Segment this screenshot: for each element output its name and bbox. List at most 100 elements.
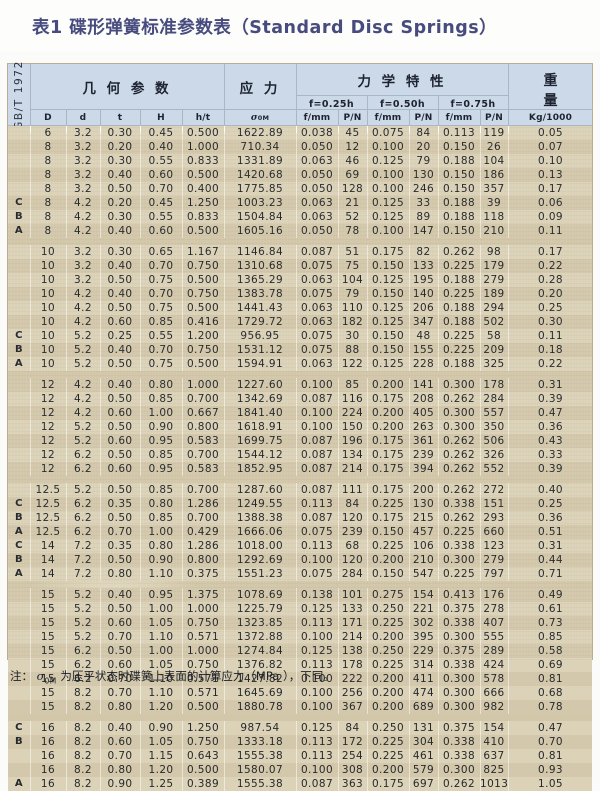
table-row[interactable]: 12 5.2 0.60 0.95 0.583 1699.75 0.087 196 0.175 36…: [8, 434, 592, 448]
cell-sigma: 1146.84: [236, 246, 284, 258]
table-row[interactable]: B 10 5.2 0.40 0.70 0.750 1531.12 0.075 88 0.150 15…: [8, 343, 592, 357]
cell-p1: 367: [341, 701, 364, 713]
column-divider: [438, 329, 439, 343]
cell-f3: 0.262: [442, 449, 476, 461]
cell-p1: 363: [341, 778, 364, 790]
cell-f2: 0.175: [371, 449, 405, 461]
table-row[interactable]: A 8 4.2 0.40 0.60 0.500 1605.16 0.050 78 0.100 147…: [8, 224, 592, 238]
table-row[interactable]: 8 3.2 0.20 0.40 1.000 710.34 0.050 12 0.100 20 0.1…: [8, 140, 592, 154]
table-row[interactable]: 12 6.2 0.60 0.95 0.583 1852.95 0.087 214 0.175 39…: [8, 462, 592, 476]
column-divider: [66, 182, 67, 196]
column-divider: [224, 182, 225, 196]
table-row[interactable]: 12 4.2 0.40 0.80 1.000 1227.60 0.100 85 0.200 141…: [8, 378, 592, 392]
table-row[interactable]: B 12.5 6.2 0.50 0.85 0.700 1388.38 0.087 120 0.17…: [8, 511, 592, 525]
cell-kg: 0.28: [538, 274, 563, 286]
cell-p3: 284: [483, 393, 505, 405]
table-row[interactable]: 12 6.2 0.50 0.85 0.700 1544.12 0.087 134 0.175 23…: [8, 448, 592, 462]
cell-d: 6.2: [74, 463, 92, 475]
table-row[interactable]: 15 5.2 0.50 1.00 1.000 1225.79 0.125 133 0.250 22…: [8, 602, 592, 616]
table-row[interactable]: 6 3.2 0.30 0.45 0.500 1622.89 0.038 45 0.075 84 0.…: [8, 126, 592, 140]
cell-f3: 0.150: [442, 183, 476, 195]
table-row[interactable]: A 12.5 6.2 0.70 1.00 0.429 1666.06 0.075 239 0.15…: [8, 525, 592, 539]
cell-f1: 0.087: [300, 435, 334, 447]
cell-kg: 0.17: [538, 183, 563, 195]
column-divider: [438, 343, 439, 357]
table-row[interactable]: 15 5.2 0.60 1.05 0.750 1323.85 0.113 171 0.225 30…: [8, 616, 592, 630]
table-row[interactable]: 10 4.2 0.40 0.70 0.750 1383.78 0.075 79 0.150 140…: [8, 287, 592, 301]
table-row[interactable]: 12 5.2 0.50 0.90 0.800 1618.91 0.100 150 0.200 26…: [8, 420, 592, 434]
table-row[interactable]: A 10 5.2 0.50 0.75 0.500 1594.91 0.063 122 0.125 2…: [8, 357, 592, 371]
column-divider: [224, 672, 225, 686]
column-divider: [66, 686, 67, 700]
table-row[interactable]: 10 4.2 0.60 0.85 0.416 1729.72 0.063 182 0.125 34…: [8, 315, 592, 329]
table-row[interactable]: 10 4.2 0.50 0.75 0.500 1441.43 0.063 110 0.125 20…: [8, 301, 592, 315]
cell-d: 5.2: [74, 617, 92, 629]
column-divider: [224, 357, 225, 371]
column-divider: [182, 749, 183, 763]
cell-f3: 0.225: [442, 330, 476, 342]
table-row[interactable]: 15 8.2 0.70 1.10 0.571 1645.69 0.100 256 0.200 47…: [8, 686, 592, 700]
column-divider: [367, 700, 368, 714]
column-divider: [438, 686, 439, 700]
table-row[interactable]: C 12.5 6.2 0.35 0.80 1.286 1249.55 0.113 84 0.225…: [8, 497, 592, 511]
table-row[interactable]: 16 8.2 0.70 1.15 0.643 1555.38 0.113 254 0.225 46…: [8, 749, 592, 763]
cell-H: 0.65: [148, 246, 174, 258]
header-col-sigma: σ 0M: [224, 110, 296, 126]
table-row[interactable]: 15 6.2 0.70 1.10 0.571 1427.82 0.100 222 0.200 41…: [8, 672, 592, 686]
cell-f3: 0.113: [442, 127, 476, 139]
table-row[interactable]: 10 3.2 0.40 0.70 0.750 1310.68 0.075 75 0.150 133…: [8, 259, 592, 273]
column-divider: [224, 686, 225, 700]
table-row[interactable]: 15 5.2 0.40 0.95 1.375 1078.69 0.138 101 0.275 15…: [8, 588, 592, 602]
column-divider: [480, 434, 481, 448]
table-row[interactable]: 15 6.2 0.50 1.00 1.000 1274.84 0.125 138 0.250 22…: [8, 644, 592, 658]
cell-p2: 141: [412, 379, 435, 391]
column-divider: [338, 721, 339, 735]
table-row[interactable]: B 14 7.2 0.50 0.90 0.800 1292.69 0.100 120 0.200 2…: [8, 553, 592, 567]
column-divider: [508, 658, 509, 672]
column-divider: [480, 168, 481, 182]
cell-p1: 104: [341, 274, 364, 286]
table-row[interactable]: 8 3.2 0.30 0.55 0.833 1331.89 0.063 46 0.125 79 0.…: [8, 154, 592, 168]
cell-series: B: [14, 554, 24, 565]
table-row[interactable]: A 14 7.2 0.80 1.10 0.375 1551.23 0.075 284 0.150 5…: [8, 567, 592, 581]
table-row[interactable]: C 14 7.2 0.35 0.80 1.286 1018.00 0.113 68 0.225 10…: [8, 539, 592, 553]
cell-f2: 0.175: [371, 778, 405, 790]
column-divider: [338, 448, 339, 462]
column-divider: [367, 126, 368, 140]
table-row[interactable]: 10 3.2 0.30 0.65 1.167 1146.84 0.087 51 0.175 82 0…: [8, 245, 592, 259]
table-row[interactable]: 8 3.2 0.50 0.70 0.400 1775.85 0.050 128 0.100 246…: [8, 182, 592, 196]
table-row[interactable]: B 16 8.2 0.60 1.05 0.750 1333.18 0.113 172 0.225 3…: [8, 735, 592, 749]
table-row[interactable]: A 16 8.2 0.90 1.25 0.389 1555.38 0.087 363 0.175 6…: [8, 777, 592, 791]
cell-kg: 0.81: [538, 750, 563, 762]
column-divider: [224, 406, 225, 420]
table-row[interactable]: 12 4.2 0.60 1.00 0.667 1841.40 0.100 224 0.200 40…: [8, 406, 592, 420]
column-divider: [182, 287, 183, 301]
column-divider: [409, 210, 410, 224]
column-divider: [100, 749, 101, 763]
table-row[interactable]: 15 5.2 0.70 1.10 0.571 1372.88 0.100 214 0.200 39…: [8, 630, 592, 644]
table-row[interactable]: 15 6.2 0.60 1.05 0.750 1376.82 0.113 178 0.225 31…: [8, 658, 592, 672]
table-row[interactable]: 15 8.2 0.80 1.20 0.500 1880.78 0.100 367 0.200 68…: [8, 700, 592, 714]
footnote-prefix: 注：: [10, 669, 33, 683]
column-divider: [508, 483, 509, 497]
table-row[interactable]: 8 3.2 0.40 0.60 0.500 1420.68 0.050 69 0.100 130 0…: [8, 168, 592, 182]
cell-f2: 0.250: [371, 722, 405, 734]
cell-f3: 0.338: [442, 617, 476, 629]
column-divider: [480, 749, 481, 763]
column-divider: [409, 196, 410, 210]
table-row[interactable]: B 8 4.2 0.30 0.55 0.833 1504.84 0.063 52 0.125 89 0…: [8, 210, 592, 224]
column-divider: [66, 301, 67, 315]
cell-ht: 0.375: [186, 568, 220, 580]
table-row[interactable]: C 8 4.2 0.20 0.45 1.250 1003.23 0.063 21 0.125 33 0…: [8, 196, 592, 210]
table-row[interactable]: 10 3.2 0.50 0.75 0.500 1365.29 0.063 104 0.125 19…: [8, 273, 592, 287]
table-row[interactable]: C 10 5.2 0.25 0.55 1.200 956.95 0.075 30 0.150 48 0…: [8, 329, 592, 343]
column-divider: [66, 497, 67, 511]
table-row[interactable]: 12 4.2 0.50 0.85 0.700 1342.69 0.087 116 0.175 20…: [8, 392, 592, 406]
column-divider: [438, 126, 439, 133]
table-row[interactable]: 12.5 5.2 0.50 0.85 0.700 1287.60 0.087 111 0.175…: [8, 483, 592, 497]
table-row[interactable]: 16 8.2 0.80 1.20 0.500 1580.07 0.100 308 0.200 57…: [8, 763, 592, 777]
cell-H: 1.20: [148, 701, 174, 713]
cell-f1: 0.063: [300, 197, 334, 209]
table-row[interactable]: C 16 8.2 0.40 0.90 1.250 987.54 0.125 84 0.250 131…: [8, 721, 592, 735]
column-divider: [508, 735, 509, 749]
